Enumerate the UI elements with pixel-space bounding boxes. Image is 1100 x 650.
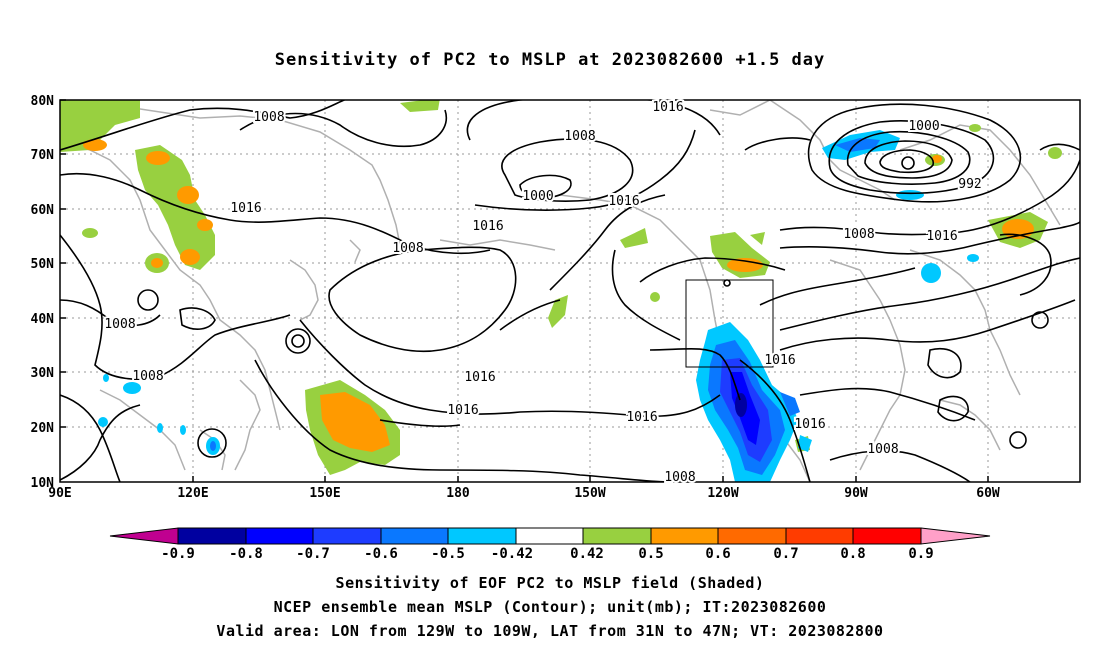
lon-label: 180 (446, 486, 470, 501)
chart-title: Sensitivity of PC2 to MSLP at 2023082600… (274, 50, 826, 70)
lon-label: 90W (844, 486, 868, 501)
colorbar-right-arrow (920, 527, 991, 545)
colorbar-cell (447, 527, 517, 545)
lat-label: 20N (31, 421, 55, 436)
caption-line-3: Valid area: LON from 129W to 109W, LAT f… (216, 622, 884, 640)
colorbar-cell (650, 527, 719, 545)
colorbar-cell (515, 527, 584, 545)
longitude-labels: 90E 120E 150E 180 150W 120W 90W 60W (48, 486, 1000, 501)
contour-label: 1008 (664, 470, 695, 485)
map-frame (60, 100, 1080, 482)
lon-label: 150W (574, 486, 605, 501)
lon-label: 90E (48, 486, 71, 501)
contour-label: 1008 (253, 110, 284, 125)
caption-line-1: Sensitivity of EOF PC2 to MSLP field (Sh… (335, 574, 765, 592)
lon-label: 150E (309, 486, 340, 501)
colorbar-label: -0.5 (431, 546, 465, 562)
colorbar-left-arrow (109, 527, 179, 545)
contour-label: 1008 (392, 241, 423, 256)
colorbar-label: 0.42 (570, 546, 604, 562)
caption-line-2: NCEP ensemble mean MSLP (Contour); unit(… (273, 598, 827, 616)
lat-label: 80N (31, 94, 55, 109)
colorbar-label: 0.7 (773, 546, 798, 562)
lat-label: 10N (31, 476, 55, 491)
contour-label: 1016 (652, 100, 683, 115)
colorbar-label: 0.9 (908, 546, 933, 562)
contour-label: 1008 (104, 317, 135, 332)
colorbar-label: -0.6 (364, 546, 398, 562)
colorbar-label: -0.42 (491, 546, 533, 562)
colorbar-label: -0.9 (161, 546, 195, 562)
latitude-labels: 80N 70N 60N 50N 40N 30N 20N 10N (31, 94, 55, 491)
axis-ticks (60, 99, 989, 482)
colorbar-cell (785, 527, 854, 545)
colorbar-label: -0.7 (296, 546, 330, 562)
colorbar-cell (582, 527, 652, 545)
negative-sensitivity-shading (98, 130, 979, 482)
colorbar-label: 0.6 (705, 546, 730, 562)
colorbar: -0.9 -0.8 -0.7 -0.6 -0.5 -0.42 0.42 0.5 … (109, 527, 991, 562)
colorbar-label: 0.8 (840, 546, 865, 562)
contour-labels: 1008 1016 1008 1008 1016 1008 1000 1008 … (102, 98, 983, 487)
contour-label: 1016 (230, 201, 261, 216)
lat-label: 60N (31, 203, 55, 218)
colorbar-cell (380, 527, 449, 545)
contour-label: 1016 (608, 194, 639, 209)
lon-label: 60W (976, 486, 1000, 501)
contour-label: 1000 (908, 119, 939, 134)
coastlines (60, 100, 1061, 482)
map-border (59, 99, 1081, 483)
lat-label: 50N (31, 257, 55, 272)
colorbar-label: -0.8 (229, 546, 263, 562)
contour-label: 1008 (564, 129, 595, 144)
colorbar-cell (245, 527, 314, 545)
contour-label: 1016 (764, 353, 795, 368)
colorbar-label: 0.5 (638, 546, 663, 562)
contour-label: 1016 (447, 403, 478, 418)
contour-label: 992 (958, 177, 981, 192)
lat-label: 30N (31, 366, 55, 381)
contour-label: 1016 (464, 370, 495, 385)
valid-area-box (685, 279, 774, 368)
contour-label: 1016 (794, 417, 825, 432)
lon-label: 120E (177, 486, 208, 501)
contour-label: 1016 (926, 229, 957, 244)
colorbar-cell (717, 527, 787, 545)
mslp-contours (60, 100, 1080, 482)
lon-label: 120W (707, 486, 738, 501)
contour-label: 1000 (522, 189, 553, 204)
contour-label: 1008 (843, 227, 874, 242)
colorbar-cell (177, 527, 247, 545)
lat-label: 70N (31, 148, 55, 163)
positive-sensitivity-shading (60, 100, 1062, 475)
colorbar-cell (852, 527, 922, 545)
contour-label: 1016 (472, 219, 503, 234)
lat-label: 40N (31, 312, 55, 327)
colorbar-cell (312, 527, 382, 545)
contour-label: 1008 (132, 369, 163, 384)
contour-label: 1016 (626, 410, 657, 425)
contour-label: 1008 (867, 442, 898, 457)
